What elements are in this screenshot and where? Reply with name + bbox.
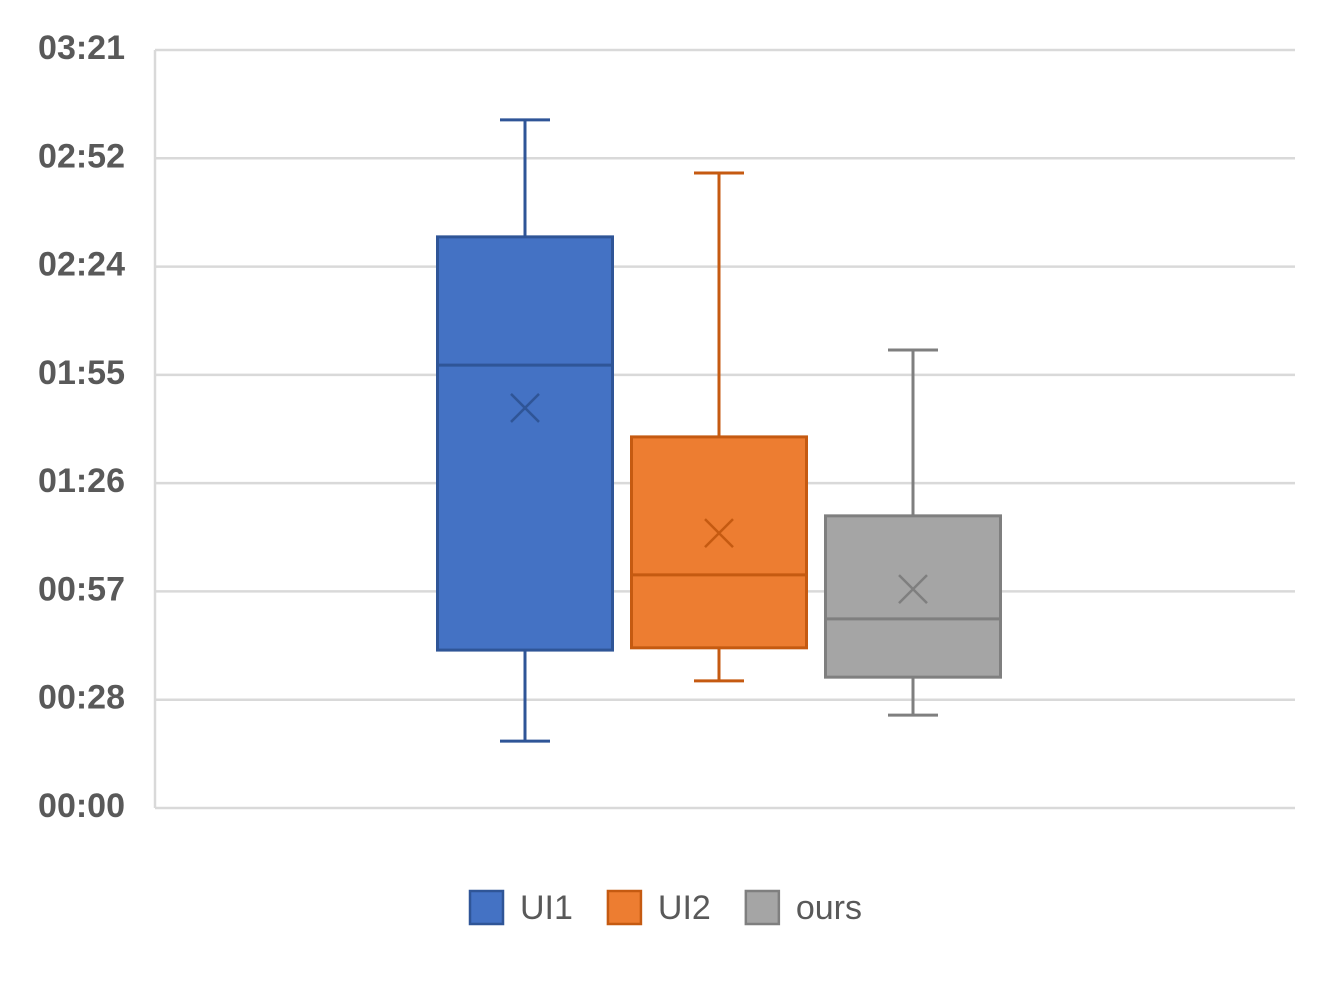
legend-label: UI1 [520,889,573,927]
box [436,235,614,652]
box [630,435,808,650]
y-tick-label: 01:55 [38,354,125,392]
legend-swatch [744,889,781,926]
y-tick-label: 02:24 [38,246,125,284]
y-tick-label: 00:00 [38,787,125,825]
y-tick-label: 02:52 [38,137,125,175]
y-tick-label: 01:26 [38,462,125,500]
legend-swatch [468,889,505,926]
mean-marker [704,518,734,549]
y-tick-label: 00:57 [38,570,125,608]
legend-swatch [606,889,643,926]
box [824,514,1002,679]
legend-label: ours [796,889,862,927]
y-tick-label: 03:21 [38,29,125,67]
y-tick-label: 00:28 [38,679,125,717]
mean-marker [510,393,540,423]
legend-label: UI2 [658,889,711,927]
mean-marker [898,574,928,605]
